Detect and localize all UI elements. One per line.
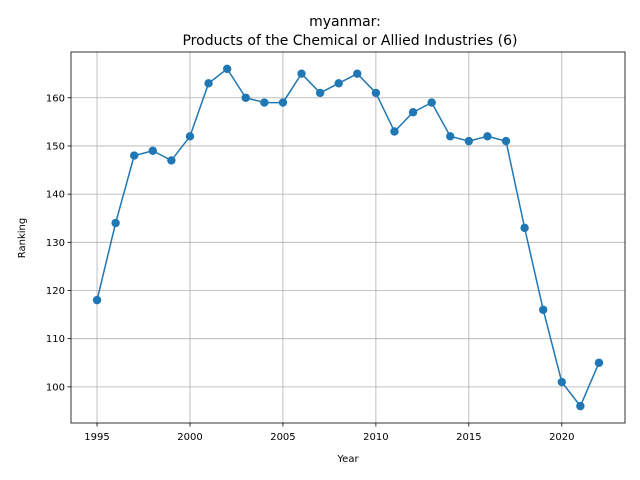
x-tick-label: 2010 (363, 432, 388, 443)
data-point (167, 156, 176, 165)
data-point (92, 295, 102, 305)
data-point (371, 88, 381, 98)
y-axis-label: Ranking (17, 218, 28, 258)
data-point (334, 79, 343, 88)
data-point (111, 218, 120, 228)
x-tick-label: 2000 (177, 432, 202, 443)
x-tick-label: 1995 (84, 432, 109, 443)
y-tick-label: 160 (46, 93, 65, 104)
data-point (297, 69, 306, 78)
x-tick-label: 2005 (270, 432, 295, 443)
data-point (594, 358, 604, 367)
y-tick-label: 120 (46, 286, 65, 297)
data-point (241, 93, 250, 102)
y-tick-label: 150 (46, 141, 65, 152)
data-point (390, 127, 399, 136)
x-tick-label: 2015 (456, 432, 481, 443)
data-point (557, 377, 566, 387)
data-point (539, 305, 548, 314)
y-tick-label: 140 (46, 190, 65, 201)
data-point (260, 98, 269, 107)
data-point (576, 401, 585, 411)
y-tick-label: 130 (46, 238, 65, 249)
data-point (204, 79, 213, 88)
data-point (464, 136, 474, 146)
data-point (501, 136, 511, 146)
data-point (148, 146, 157, 155)
series-line (96, 67, 600, 408)
data-point (315, 88, 325, 98)
chart-subtitle: Products of the Chemical or Allied Indus… (182, 33, 517, 49)
axes-layer: 1995 2000 2005 2010 2015 2020 100 110 120 130 140 1… (46, 51, 626, 443)
data-point (446, 132, 455, 141)
data-point (185, 132, 195, 141)
data-point (408, 108, 418, 117)
series-layer (92, 64, 604, 411)
chart-title: myanmar: (309, 14, 381, 30)
x-axis-label: Year (336, 454, 359, 465)
data-point (278, 98, 288, 107)
x-tick-label: 2020 (549, 432, 574, 443)
grid-layer (71, 52, 625, 423)
data-point (222, 64, 232, 74)
y-tick-label: 100 (46, 382, 65, 393)
data-point (520, 223, 529, 233)
data-point (130, 151, 139, 160)
data-point (353, 69, 362, 78)
data-point (427, 98, 436, 107)
y-tick-label: 110 (46, 334, 65, 345)
data-point (483, 132, 492, 141)
plot-frame (70, 51, 626, 424)
